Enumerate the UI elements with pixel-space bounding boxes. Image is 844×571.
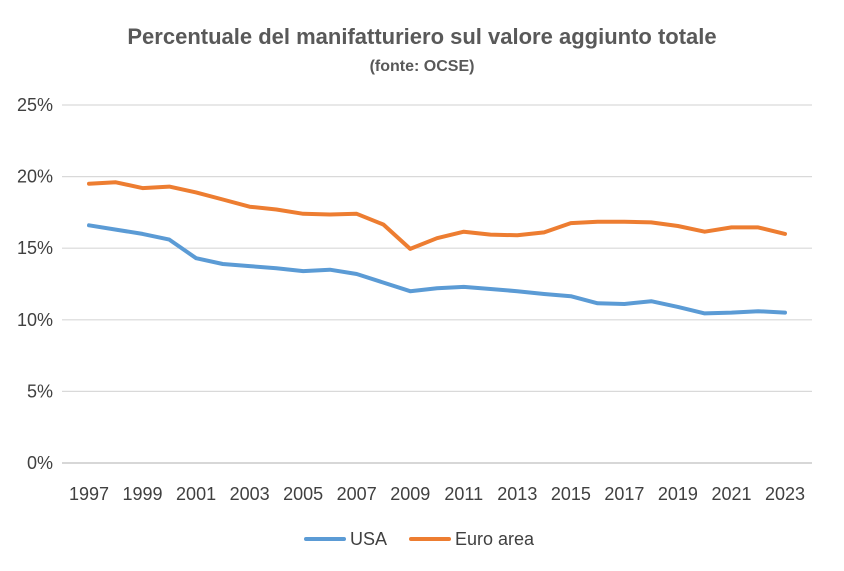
x-tick-label: 1997 xyxy=(69,484,109,504)
y-tick-label: 25% xyxy=(17,95,53,115)
legend-label: Euro area xyxy=(455,529,535,549)
x-tick-label: 2013 xyxy=(497,484,537,504)
x-tick-label: 2017 xyxy=(604,484,644,504)
x-tick-label: 2021 xyxy=(711,484,751,504)
y-tick-label: 0% xyxy=(27,453,53,473)
x-tick-label: 2003 xyxy=(230,484,270,504)
y-tick-label: 15% xyxy=(17,238,53,258)
chart-subtitle: (fonte: OCSE) xyxy=(370,58,475,75)
x-tick-label: 2011 xyxy=(444,484,483,504)
x-tick-label: 2007 xyxy=(337,484,377,504)
series-line-usa xyxy=(87,223,787,316)
y-axis-ticks: 0% 5% 10% 15% 20% 25% xyxy=(17,95,53,473)
x-tick-label: 1999 xyxy=(123,484,163,504)
x-tick-label: 2019 xyxy=(658,484,698,504)
legend: USA Euro area xyxy=(304,529,535,549)
x-tick-label: 2001 xyxy=(176,484,216,504)
y-tick-label: 5% xyxy=(27,381,53,401)
y-tick-label: 10% xyxy=(17,310,53,330)
legend-label: USA xyxy=(350,529,387,549)
x-tick-label: 2015 xyxy=(551,484,591,504)
x-tick-label: 2009 xyxy=(390,484,430,504)
series-lines xyxy=(87,180,787,316)
x-tick-label: 2023 xyxy=(765,484,805,504)
x-axis-ticks: 1997 1999 2001 2003 2005 2007 2009 2011 2013 2015… xyxy=(69,484,805,504)
gridlines xyxy=(62,104,812,464)
y-tick-label: 20% xyxy=(17,167,53,187)
x-tick-label: 2005 xyxy=(283,484,323,504)
series-line-euro-area xyxy=(87,180,787,251)
chart-title: Percentuale del manifatturiero sul valor… xyxy=(127,24,716,49)
